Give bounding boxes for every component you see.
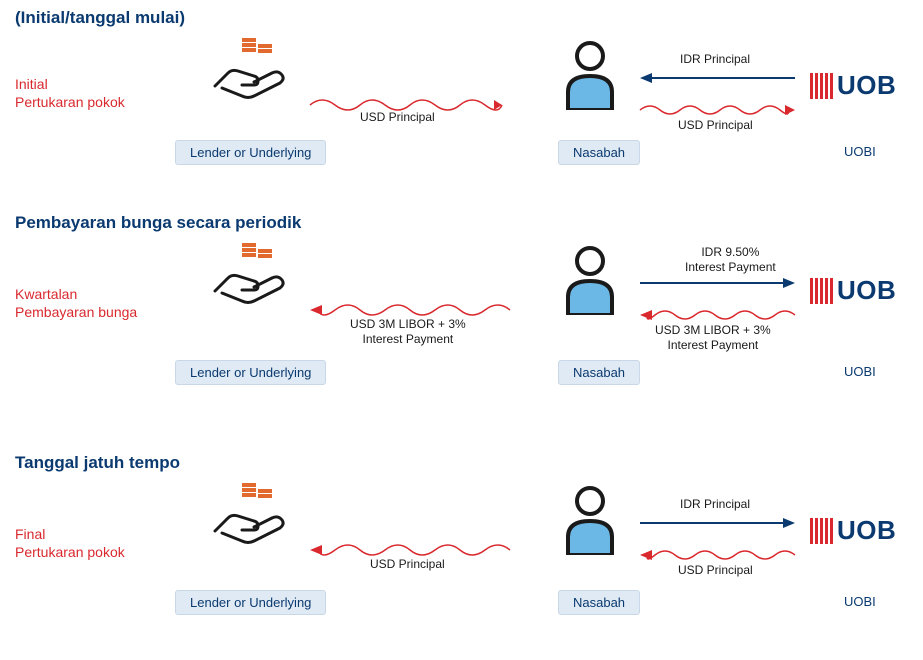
flow-left-label: USD Principal [370, 557, 445, 572]
nasabah-box: Nasabah [558, 360, 640, 385]
uob-logo: UOB [810, 275, 896, 306]
stage-label: Initial Pertukaran pokok [15, 75, 125, 111]
person-icon [560, 245, 620, 315]
flow-left-label: USD 3M LIBOR + 3%Interest Payment [350, 317, 466, 347]
uob-text: UOB [837, 275, 896, 306]
person-icon [560, 40, 620, 110]
uobi-box: UOBI [830, 590, 890, 613]
wavy-arrow-right-bot [640, 100, 795, 120]
person-icon [560, 485, 620, 555]
straight-arrow-right-top [640, 277, 795, 289]
nasabah-box: Nasabah [558, 590, 640, 615]
stage-label: Kwartalan Pembayaran bunga [15, 285, 137, 321]
flow-right-bot-label: USD Principal [678, 118, 753, 133]
hand-coins-icon [210, 483, 288, 545]
hand-coins-icon [210, 38, 288, 100]
flow-right-top-label: IDR Principal [680, 497, 750, 512]
hand-coins-icon [210, 243, 288, 305]
uob-logo: UOB [810, 515, 896, 546]
section-title: (Initial/tanggal mulai) [15, 8, 185, 28]
wavy-arrow-right-bot [640, 545, 795, 565]
lender-box: Lender or Underlying [175, 140, 326, 165]
straight-arrow-right-top [640, 517, 795, 529]
stage-label: Final Pertukaran pokok [15, 525, 125, 561]
uob-bars-icon [810, 518, 833, 544]
straight-arrow-right-top [640, 72, 795, 84]
uob-logo: UOB [810, 70, 896, 101]
flow-right-top-label: IDR 9.50%Interest Payment [685, 245, 776, 275]
uobi-box: UOBI [830, 140, 890, 163]
lender-box: Lender or Underlying [175, 590, 326, 615]
flow-right-bot-label: USD Principal [678, 563, 753, 578]
uob-text: UOB [837, 70, 896, 101]
flow-left-label: USD Principal [360, 110, 435, 125]
section-title: Tanggal jatuh tempo [15, 453, 180, 473]
section-title: Pembayaran bunga secara periodik [15, 213, 301, 233]
lender-box: Lender or Underlying [175, 360, 326, 385]
uob-text: UOB [837, 515, 896, 546]
nasabah-box: Nasabah [558, 140, 640, 165]
flow-right-bot-label: USD 3M LIBOR + 3%Interest Payment [655, 323, 771, 353]
uob-bars-icon [810, 278, 833, 304]
uobi-box: UOBI [830, 360, 890, 383]
uob-bars-icon [810, 73, 833, 99]
flow-right-top-label: IDR Principal [680, 52, 750, 67]
wavy-arrow-right-bot [640, 305, 795, 325]
